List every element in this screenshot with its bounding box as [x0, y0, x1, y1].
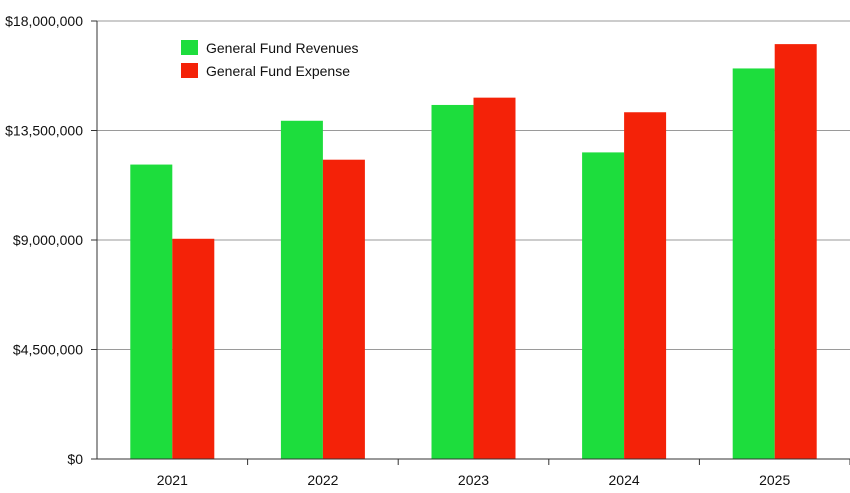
bar-expense-2023	[473, 97, 516, 460]
bar-expense-2022	[322, 159, 365, 459]
y-tick-labels: $0 $4,500,000 $9,000,000 $13,500,000 $18,000…	[5, 13, 83, 467]
bar-revenues-2025	[732, 68, 775, 459]
y-tick-label: $13,500,000	[5, 123, 83, 139]
bar-revenues-2021	[130, 164, 173, 460]
legend-label-expense: General Fund Expense	[206, 63, 350, 79]
legend-label-revenues: General Fund Revenues	[206, 40, 359, 56]
bar-expense-2021	[172, 238, 215, 459]
bar-expense-2025	[774, 44, 817, 459]
y-tick-label: $0	[67, 451, 83, 467]
x-tick-label: 2023	[458, 472, 489, 488]
bars	[130, 44, 817, 460]
bar-revenues-2024	[582, 152, 625, 459]
legend: General Fund Revenues General Fund Expens…	[181, 40, 359, 79]
x-tick-label: 2022	[307, 472, 338, 488]
x-tick-labels: 2021 2022 2023 2024 2025	[157, 472, 791, 488]
x-tick-label: 2024	[609, 472, 640, 488]
y-tick-label: $4,500,000	[13, 342, 83, 358]
x-tick-label: 2025	[759, 472, 790, 488]
bar-revenues-2022	[280, 120, 323, 460]
axes	[91, 20, 850, 465]
y-tick-label: $18,000,000	[5, 13, 83, 29]
y-tick-label: $9,000,000	[13, 232, 83, 248]
bar-revenues-2023	[431, 104, 474, 459]
legend-swatch-revenues	[181, 40, 198, 55]
bar-expense-2024	[624, 112, 667, 459]
x-tick-label: 2021	[157, 472, 188, 488]
legend-swatch-expense	[181, 63, 198, 78]
